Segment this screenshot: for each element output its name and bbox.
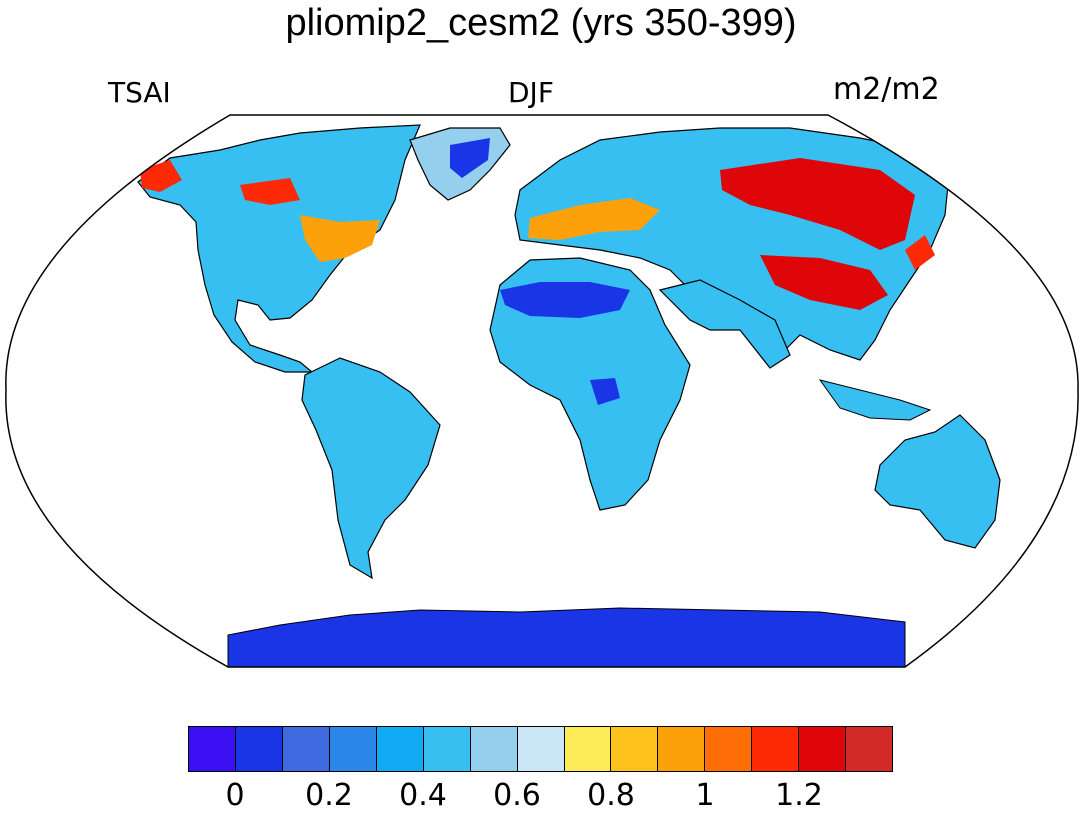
south-asia bbox=[658, 279, 791, 369]
china-high bbox=[760, 255, 888, 310]
colorbar-tick-label: 1 bbox=[695, 778, 715, 813]
antarctica bbox=[227, 607, 906, 667]
australia bbox=[874, 414, 1001, 549]
colorbar-box bbox=[658, 727, 706, 771]
colorbar bbox=[188, 726, 893, 772]
alaska-red bbox=[140, 160, 182, 192]
colorbar-box bbox=[423, 727, 471, 771]
colorbar-box bbox=[564, 727, 612, 771]
colorbar-box bbox=[611, 727, 659, 771]
japan-red bbox=[905, 235, 935, 270]
south-america bbox=[301, 357, 441, 580]
colorbar-tick-label: 0.4 bbox=[399, 778, 447, 813]
colorbar-box bbox=[189, 727, 236, 771]
congo-low bbox=[590, 378, 620, 405]
colorbar-box bbox=[282, 727, 330, 771]
units-label: m2/m2 bbox=[833, 72, 940, 107]
greenland-low bbox=[450, 138, 490, 178]
colorbar-box bbox=[235, 727, 283, 771]
season-label: DJF bbox=[508, 76, 554, 109]
colorbar-box bbox=[752, 727, 800, 771]
canada-red bbox=[240, 178, 300, 205]
colorbar-tick-label: 0.2 bbox=[305, 778, 353, 813]
north-america bbox=[137, 124, 421, 373]
map-border bbox=[5, 114, 1079, 668]
colorbar-box bbox=[799, 727, 847, 771]
africa bbox=[489, 257, 691, 511]
colorbar-box bbox=[705, 727, 753, 771]
colorbar-tick-label: 0.6 bbox=[493, 778, 541, 813]
colorbar-box bbox=[376, 727, 424, 771]
se-asia-islands bbox=[818, 379, 932, 421]
canada-east-orange bbox=[300, 215, 380, 262]
colorbar-box bbox=[846, 727, 893, 771]
colorbar-tick-label: 0 bbox=[225, 778, 245, 813]
colorbar-tick-label: 1.2 bbox=[775, 778, 823, 813]
colorbar-box bbox=[517, 727, 565, 771]
colorbar-box bbox=[470, 727, 518, 771]
siberia-high bbox=[720, 158, 915, 250]
colorbar-box bbox=[329, 727, 377, 771]
map-title: pliomip2_cesm2 (yrs 350-399) bbox=[285, 2, 797, 44]
europe-orange bbox=[528, 198, 660, 240]
colorbar-tick-label: 0.8 bbox=[587, 778, 635, 813]
sahara-low bbox=[500, 282, 630, 318]
variable-label: TSAI bbox=[108, 76, 171, 109]
